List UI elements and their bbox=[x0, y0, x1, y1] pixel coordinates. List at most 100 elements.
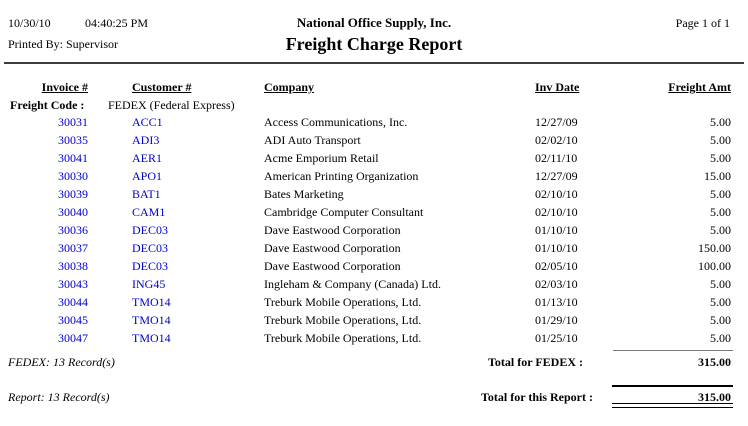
customer-number-link[interactable]: TMO14 bbox=[132, 295, 171, 309]
invoice-date-cell: 02/03/10 bbox=[535, 277, 578, 291]
company-name-cell: Cambridge Computer Consultant bbox=[264, 205, 424, 219]
table-row: 30030 APO1 American Printing Organizatio… bbox=[0, 167, 748, 185]
freight-code-value: FEDEX (Federal Express) bbox=[108, 98, 235, 112]
invoice-date-cell: 02/11/10 bbox=[535, 151, 578, 165]
invoice-date-cell: 01/25/10 bbox=[535, 331, 578, 345]
freight-amount-cell: 100.00 bbox=[698, 259, 731, 273]
freight-amount-cell: 5.00 bbox=[710, 115, 731, 129]
header-divider-line bbox=[4, 62, 744, 64]
printed-by-label: Printed By: Supervisor bbox=[8, 37, 118, 51]
customer-number-link[interactable]: AER1 bbox=[132, 151, 162, 165]
table-row: 30047 TMO14 Treburk Mobile Operations, L… bbox=[0, 329, 748, 347]
company-name-cell: Treburk Mobile Operations, Ltd. bbox=[264, 331, 422, 345]
report-total-amount: 315.00 bbox=[698, 390, 731, 404]
freight-amount-cell: 15.00 bbox=[704, 169, 731, 183]
customer-number-link[interactable]: APO1 bbox=[132, 169, 163, 183]
company-name-cell: Dave Eastwood Corporation bbox=[264, 241, 401, 255]
table-row: 30039 BAT1 Bates Marketing 02/10/10 5.00 bbox=[0, 185, 748, 203]
company-name-cell: Treburk Mobile Operations, Ltd. bbox=[264, 295, 422, 309]
invoice-date-cell: 12/27/09 bbox=[535, 169, 578, 183]
customer-number-link[interactable]: CAM1 bbox=[132, 205, 166, 219]
group-total-rule bbox=[613, 350, 733, 351]
company-name-cell: Dave Eastwood Corporation bbox=[264, 223, 401, 237]
column-header-inv-date: Inv Date bbox=[535, 80, 580, 94]
company-name-cell: ADI Auto Transport bbox=[264, 133, 361, 147]
invoice-date-cell: 02/10/10 bbox=[535, 187, 578, 201]
table-row: 30041 AER1 Acme Emporium Retail 02/11/10… bbox=[0, 149, 748, 167]
table-row: 30037 DEC03 Dave Eastwood Corporation 01… bbox=[0, 239, 748, 257]
table-row: 30031 ACC1 Access Communications, Inc. 1… bbox=[0, 113, 748, 131]
company-name-cell: Acme Emporium Retail bbox=[264, 151, 379, 165]
customer-number-link[interactable]: DEC03 bbox=[132, 223, 168, 237]
freight-amount-cell: 5.00 bbox=[710, 133, 731, 147]
table-row: 30036 DEC03 Dave Eastwood Corporation 01… bbox=[0, 221, 748, 239]
freight-amount-cell: 5.00 bbox=[710, 295, 731, 309]
invoice-number-link[interactable]: 30041 bbox=[58, 151, 88, 165]
company-name-cell: Ingleham & Company (Canada) Ltd. bbox=[264, 277, 441, 291]
report-title: Freight Charge Report bbox=[285, 34, 463, 54]
table-row: 30035 ADI3 ADI Auto Transport 02/02/10 5… bbox=[0, 131, 748, 149]
company-name: National Office Supply, Inc. bbox=[296, 15, 452, 30]
invoice-number-link[interactable]: 30045 bbox=[58, 313, 88, 327]
company-name-cell: Dave Eastwood Corporation bbox=[264, 259, 401, 273]
company-name-cell: American Printing Organization bbox=[264, 169, 419, 183]
invoice-number-link[interactable]: 30043 bbox=[58, 277, 88, 291]
invoice-date-cell: 01/13/10 bbox=[535, 295, 578, 309]
invoice-date-cell: 12/27/09 bbox=[535, 115, 578, 129]
invoice-date-cell: 01/10/10 bbox=[535, 241, 578, 255]
invoice-number-link[interactable]: 30039 bbox=[58, 187, 88, 201]
print-time: 04:40:25 PM bbox=[85, 16, 149, 30]
column-header-company: Company bbox=[264, 80, 315, 94]
table-row: 30038 DEC03 Dave Eastwood Corporation 02… bbox=[0, 257, 748, 275]
group-total-amount: 315.00 bbox=[698, 355, 731, 369]
invoice-number-link[interactable]: 30044 bbox=[58, 295, 88, 309]
group-total-label: Total for FEDEX : bbox=[487, 355, 583, 369]
invoice-number-link[interactable]: 30038 bbox=[58, 259, 88, 273]
invoice-number-link[interactable]: 30040 bbox=[58, 205, 88, 219]
customer-number-link[interactable]: ACC1 bbox=[132, 115, 163, 129]
table-row: 30043 ING45 Ingleham & Company (Canada) … bbox=[0, 275, 748, 293]
column-header-customer: Customer # bbox=[132, 80, 192, 94]
freight-amount-cell: 5.00 bbox=[710, 223, 731, 237]
invoice-date-cell: 02/02/10 bbox=[535, 133, 578, 147]
invoice-number-link[interactable]: 30035 bbox=[58, 133, 88, 147]
invoice-date-cell: 02/05/10 bbox=[535, 259, 578, 273]
freight-amount-cell: 5.00 bbox=[710, 277, 731, 291]
report-record-count: Report: 13 Record(s) bbox=[8, 390, 110, 404]
customer-number-link[interactable]: BAT1 bbox=[132, 187, 161, 201]
report-total-double-rule bbox=[612, 403, 733, 408]
customer-number-link[interactable]: TMO14 bbox=[132, 313, 171, 327]
column-header-freight-amt: Freight Amt bbox=[668, 80, 731, 94]
invoice-number-link[interactable]: 30031 bbox=[58, 115, 88, 129]
column-header-invoice: Invoice # bbox=[41, 80, 88, 94]
freight-amount-cell: 5.00 bbox=[710, 313, 731, 327]
group-record-count: FEDEX: 13 Record(s) bbox=[8, 355, 115, 369]
customer-number-link[interactable]: DEC03 bbox=[132, 259, 168, 273]
freight-amount-cell: 5.00 bbox=[710, 331, 731, 345]
invoice-number-link[interactable]: 30030 bbox=[58, 169, 88, 183]
invoice-table-body: 30031 ACC1 Access Communications, Inc. 1… bbox=[0, 113, 748, 347]
report-total-rule bbox=[612, 385, 733, 387]
invoice-date-cell: 01/29/10 bbox=[535, 313, 578, 327]
table-row: 30040 CAM1 Cambridge Computer Consultant… bbox=[0, 203, 748, 221]
invoice-date-cell: 02/10/10 bbox=[535, 205, 578, 219]
freight-amount-cell: 150.00 bbox=[698, 241, 731, 255]
table-row: 30044 TMO14 Treburk Mobile Operations, L… bbox=[0, 293, 748, 311]
customer-number-link[interactable]: DEC03 bbox=[132, 241, 168, 255]
table-row: 30045 TMO14 Treburk Mobile Operations, L… bbox=[0, 311, 748, 329]
freight-amount-cell: 5.00 bbox=[710, 151, 731, 165]
customer-number-link[interactable]: ADI3 bbox=[132, 133, 160, 147]
invoice-date-cell: 01/10/10 bbox=[535, 223, 578, 237]
customer-number-link[interactable]: ING45 bbox=[132, 277, 166, 291]
invoice-number-link[interactable]: 30047 bbox=[58, 331, 88, 345]
invoice-number-link[interactable]: 30037 bbox=[58, 241, 88, 255]
report-total-label: Total for this Report : bbox=[481, 390, 593, 404]
company-name-cell: Access Communications, Inc. bbox=[264, 115, 408, 129]
freight-amount-cell: 5.00 bbox=[710, 205, 731, 219]
invoice-number-link[interactable]: 30036 bbox=[58, 223, 88, 237]
customer-number-link[interactable]: TMO14 bbox=[132, 331, 171, 345]
company-name-cell: Bates Marketing bbox=[264, 187, 344, 201]
page-indicator: Page 1 of 1 bbox=[675, 16, 730, 30]
company-name-cell: Treburk Mobile Operations, Ltd. bbox=[264, 313, 422, 327]
